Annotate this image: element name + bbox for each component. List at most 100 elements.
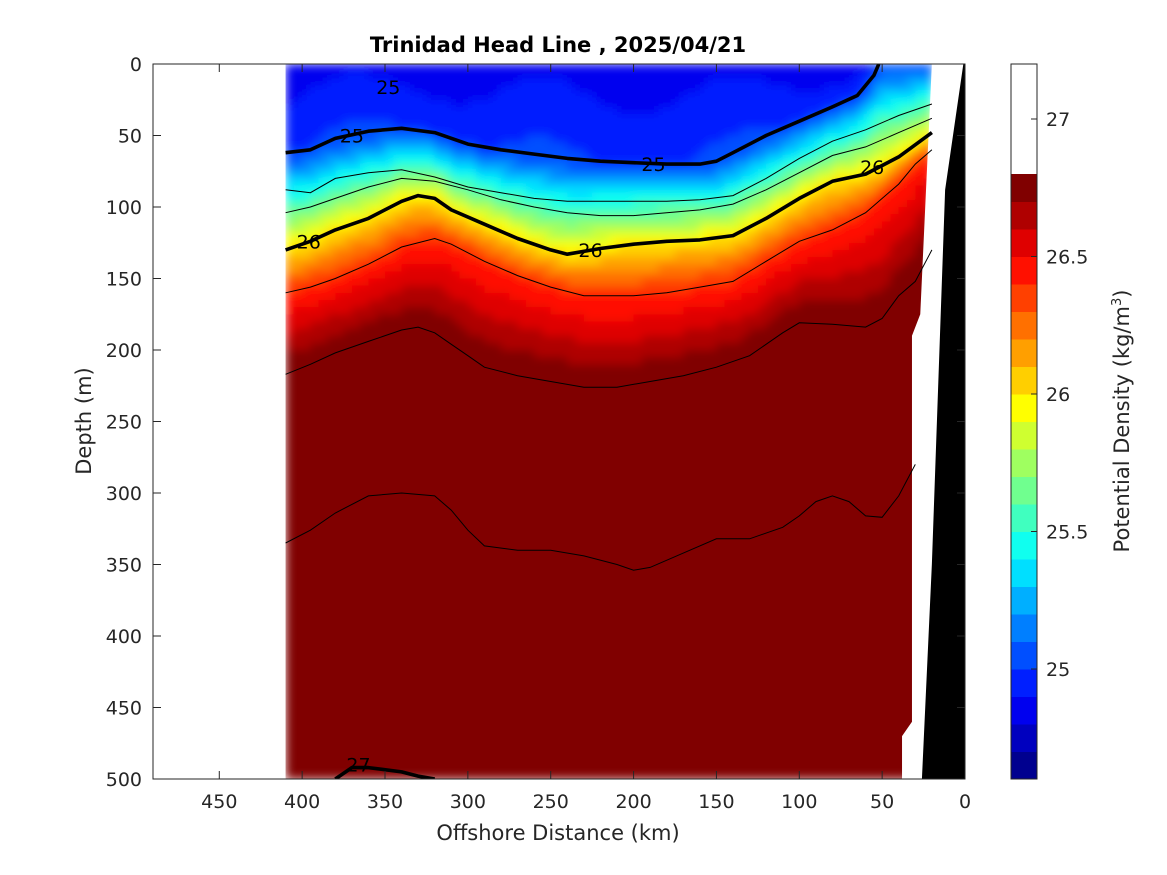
field-cell bbox=[418, 428, 428, 437]
field-cell bbox=[666, 628, 676, 637]
field-cell bbox=[492, 99, 502, 108]
field-cell bbox=[525, 121, 535, 129]
field-cell bbox=[443, 400, 452, 408]
field-cell bbox=[443, 142, 452, 151]
field-cell bbox=[385, 314, 394, 322]
field-cell bbox=[534, 64, 544, 72]
field-cell bbox=[285, 307, 295, 315]
field-cell bbox=[683, 521, 693, 530]
field-cell bbox=[343, 164, 353, 172]
field-cell bbox=[534, 292, 544, 301]
field-cell bbox=[327, 106, 336, 115]
field-cell bbox=[575, 471, 585, 480]
field-cell bbox=[393, 314, 403, 322]
field-cell bbox=[641, 164, 651, 172]
field-cell bbox=[343, 178, 353, 187]
field-cell bbox=[559, 671, 568, 680]
field-cell bbox=[675, 686, 684, 694]
field-cell bbox=[492, 578, 502, 587]
field-cell bbox=[608, 485, 618, 494]
field-cell bbox=[592, 550, 602, 558]
field-cell bbox=[525, 757, 535, 766]
field-cell bbox=[476, 593, 486, 601]
field-cell bbox=[559, 264, 568, 272]
field-cell bbox=[293, 314, 303, 322]
field-cell bbox=[335, 156, 345, 165]
field-cell bbox=[484, 385, 494, 394]
field-cell bbox=[575, 407, 585, 415]
field-cell bbox=[641, 764, 651, 773]
field-cell bbox=[542, 693, 552, 701]
field-cell bbox=[401, 500, 411, 508]
field-cell bbox=[393, 557, 403, 566]
field-cell bbox=[343, 564, 353, 573]
field-cell bbox=[559, 328, 568, 337]
field-cell bbox=[351, 442, 361, 451]
field-cell bbox=[385, 114, 394, 122]
field-cell bbox=[327, 235, 336, 244]
field-cell bbox=[666, 314, 676, 322]
field-cell bbox=[534, 164, 544, 172]
field-cell bbox=[401, 171, 411, 179]
field-cell bbox=[617, 192, 626, 201]
field-cell bbox=[285, 607, 295, 616]
field-cell bbox=[310, 557, 320, 566]
field-cell bbox=[650, 435, 660, 444]
field-cell bbox=[509, 192, 519, 201]
field-cell bbox=[360, 221, 370, 230]
field-cell bbox=[542, 350, 552, 358]
field-cell bbox=[650, 71, 660, 79]
field-cell bbox=[302, 700, 312, 709]
field-cell bbox=[633, 257, 643, 265]
field-cell bbox=[550, 614, 560, 623]
field-cell bbox=[418, 264, 428, 272]
field-cell bbox=[509, 450, 519, 458]
field-cell bbox=[385, 142, 394, 151]
field-cell bbox=[343, 743, 353, 751]
field-cell bbox=[335, 743, 345, 751]
field-cell bbox=[550, 428, 560, 437]
field-cell bbox=[418, 464, 428, 473]
field-cell bbox=[343, 535, 353, 544]
field-cell bbox=[368, 378, 378, 387]
field-cell bbox=[550, 521, 560, 530]
field-cell bbox=[633, 285, 643, 294]
field-cell bbox=[310, 307, 320, 315]
field-cell bbox=[310, 757, 320, 766]
field-cell bbox=[351, 135, 361, 144]
field-cell bbox=[567, 385, 577, 394]
field-cell bbox=[434, 471, 444, 480]
field-cell bbox=[559, 600, 568, 608]
field-cell bbox=[409, 364, 419, 373]
field-cell bbox=[293, 149, 303, 158]
field-cell bbox=[409, 728, 419, 737]
field-cell bbox=[310, 378, 320, 387]
field-cell bbox=[443, 242, 452, 251]
field-cell bbox=[285, 92, 295, 101]
field-cell bbox=[409, 593, 419, 601]
field-cell bbox=[385, 442, 394, 451]
field-cell bbox=[293, 671, 303, 680]
field-cell bbox=[683, 99, 693, 108]
field-cell bbox=[360, 557, 370, 566]
field-cell bbox=[542, 743, 552, 751]
field-cell bbox=[534, 628, 544, 637]
field-cell bbox=[691, 414, 701, 423]
field-cell bbox=[617, 135, 626, 144]
field-cell bbox=[418, 99, 428, 108]
field-cell bbox=[641, 392, 651, 401]
field-cell bbox=[641, 485, 651, 494]
field-cell bbox=[343, 707, 353, 716]
field-cell bbox=[467, 121, 477, 129]
field-cell bbox=[658, 357, 668, 365]
field-cell bbox=[600, 335, 610, 344]
field-cell bbox=[418, 693, 428, 701]
field-cell bbox=[434, 707, 444, 716]
field-cell bbox=[318, 578, 328, 587]
field-cell bbox=[641, 128, 651, 137]
field-cell bbox=[592, 292, 602, 301]
field-cell bbox=[467, 385, 477, 394]
field-cell bbox=[376, 464, 386, 473]
field-cell bbox=[409, 371, 419, 380]
field-cell bbox=[517, 564, 527, 573]
